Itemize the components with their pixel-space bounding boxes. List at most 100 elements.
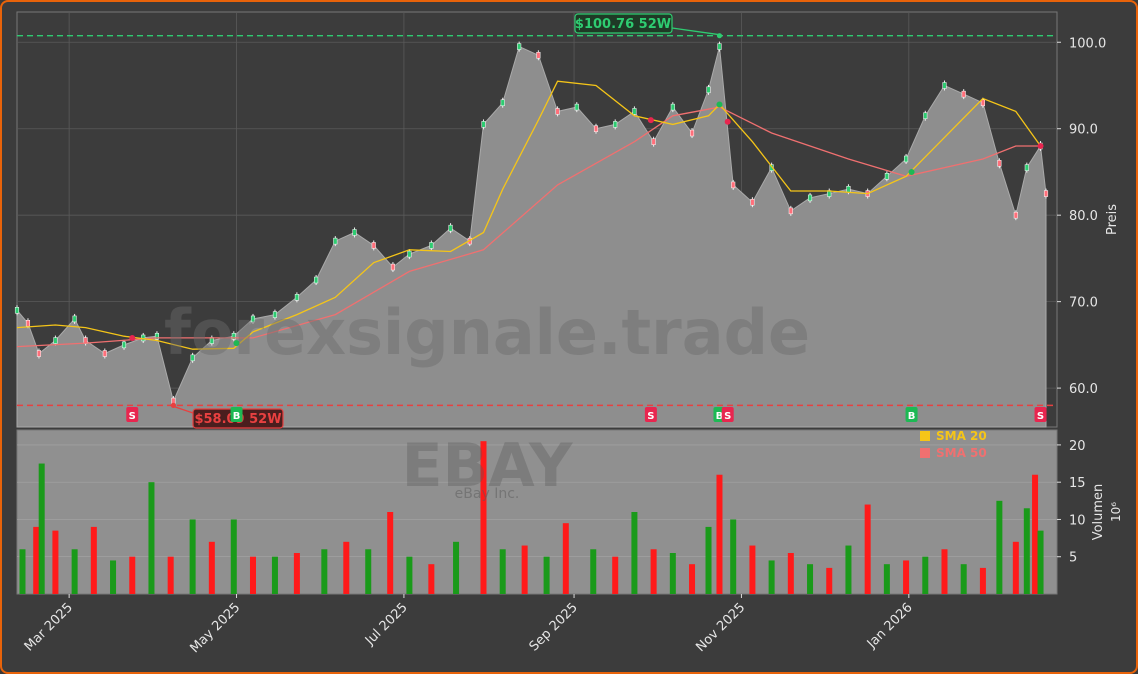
signal-label: B: [233, 411, 241, 422]
y-tick-label: 80.0: [1069, 209, 1098, 224]
high-52w-marker: [716, 33, 723, 39]
candle-body: [1043, 190, 1049, 197]
volume-tick-label: 20: [1069, 439, 1086, 454]
candle-body: [448, 224, 453, 232]
candle-body: [25, 320, 31, 327]
volume-bar: [922, 556, 929, 594]
candle-body: [231, 332, 236, 340]
volume-tick-label: 15: [1069, 476, 1086, 491]
volume-bar: [960, 564, 967, 594]
candle-body: [613, 121, 618, 128]
signal-dot: [1037, 143, 1044, 150]
volume-bar: [562, 523, 569, 594]
candle-body: [500, 99, 505, 107]
candle-body: [102, 350, 107, 357]
legend-label: SMA 50: [936, 446, 987, 460]
volume-bar: [941, 549, 948, 594]
volume-bar: [689, 564, 696, 594]
candle-body: [846, 185, 851, 193]
candle-body: [1013, 211, 1018, 219]
volume-bar: [749, 545, 756, 594]
candle-body: [923, 112, 928, 119]
volume-bar: [249, 556, 256, 594]
y-tick-label: 60.0: [1069, 382, 1098, 397]
volume-tick-label: 5: [1069, 551, 1077, 566]
sma20-line: [16, 80, 1042, 350]
signal-label: B: [908, 411, 916, 422]
volume-bar: [1012, 541, 1019, 594]
volume-bar: [787, 553, 794, 594]
volume-bar: [669, 553, 676, 594]
volume-bar: [768, 560, 775, 594]
volume-bar: [387, 512, 394, 594]
candle-body: [371, 242, 376, 249]
candle-body: [333, 237, 338, 245]
candle-body: [72, 315, 77, 323]
legend-swatch: [920, 431, 930, 441]
low-52w-marker: [170, 402, 177, 408]
candle-body: [407, 250, 412, 258]
volume-bar: [321, 549, 328, 594]
volume-axis-label: Volumen: [1091, 484, 1106, 541]
volume-bar: [845, 545, 852, 594]
volume-bar: [208, 541, 215, 594]
volume-bar: [110, 560, 117, 594]
volume-bar: [903, 560, 910, 594]
high-52w-label: $100.76 52W: [575, 17, 671, 32]
volume-bar: [864, 504, 871, 594]
candle-body: [997, 160, 1002, 167]
volume-bar: [826, 567, 833, 594]
signal-label: S: [724, 411, 731, 422]
signal-dot: [233, 340, 240, 347]
candle-body: [481, 121, 486, 128]
candle-body: [429, 242, 434, 249]
legend-swatch: [920, 448, 930, 458]
high-52w-callout: [574, 13, 673, 34]
legend: SMA 20 SMA 50: [920, 429, 987, 460]
volume-bar: [52, 530, 59, 594]
price-axis-label: Preis: [1105, 204, 1120, 235]
volume-bar: [480, 441, 487, 594]
volume-bar: [406, 556, 413, 594]
volume-bar: [271, 556, 278, 594]
signal-dot: [647, 117, 654, 124]
volume-bar: [365, 549, 372, 594]
candle-body: [294, 294, 299, 301]
signal-label: S: [647, 411, 654, 422]
x-axis: Mar 2025 May 2025 Jul 2025 Sep 2025 Nov 2025…: [22, 594, 916, 656]
x-tick-label: Jan 2026: [864, 600, 916, 652]
candle-body: [314, 276, 319, 284]
volume-tick-label: 10: [1069, 513, 1086, 528]
candle-body: [190, 354, 195, 362]
volume-bar: [33, 526, 40, 594]
candle-body: [731, 181, 736, 189]
candle-body: [574, 103, 579, 111]
signal-dot: [724, 118, 731, 125]
candle-body: [689, 129, 695, 137]
volume-bar: [189, 519, 196, 594]
y-tick-label: 90.0: [1069, 123, 1098, 138]
signal-label: S: [129, 411, 136, 422]
volume-bar: [71, 549, 78, 594]
candle-body: [154, 332, 159, 340]
sell-signal-badge: [644, 407, 657, 422]
volume-bar: [730, 519, 737, 594]
candle-body: [717, 43, 722, 50]
low-52w-arrow: [173, 405, 194, 414]
volume-bar: [428, 564, 435, 594]
candle-body: [904, 155, 909, 163]
volume-bar: [293, 553, 300, 594]
candle-body: [121, 341, 127, 349]
candle-body: [53, 337, 58, 344]
volume-bar: [590, 549, 597, 594]
candle-body: [769, 164, 774, 171]
candle-body: [536, 51, 541, 59]
volume-bar: [129, 556, 136, 594]
volume-bar: [230, 519, 237, 594]
y-tick-label: 70.0: [1069, 296, 1098, 311]
volume-unit-label: 10⁶: [1109, 502, 1123, 522]
candle-body: [632, 108, 637, 115]
candle-body: [14, 307, 20, 314]
